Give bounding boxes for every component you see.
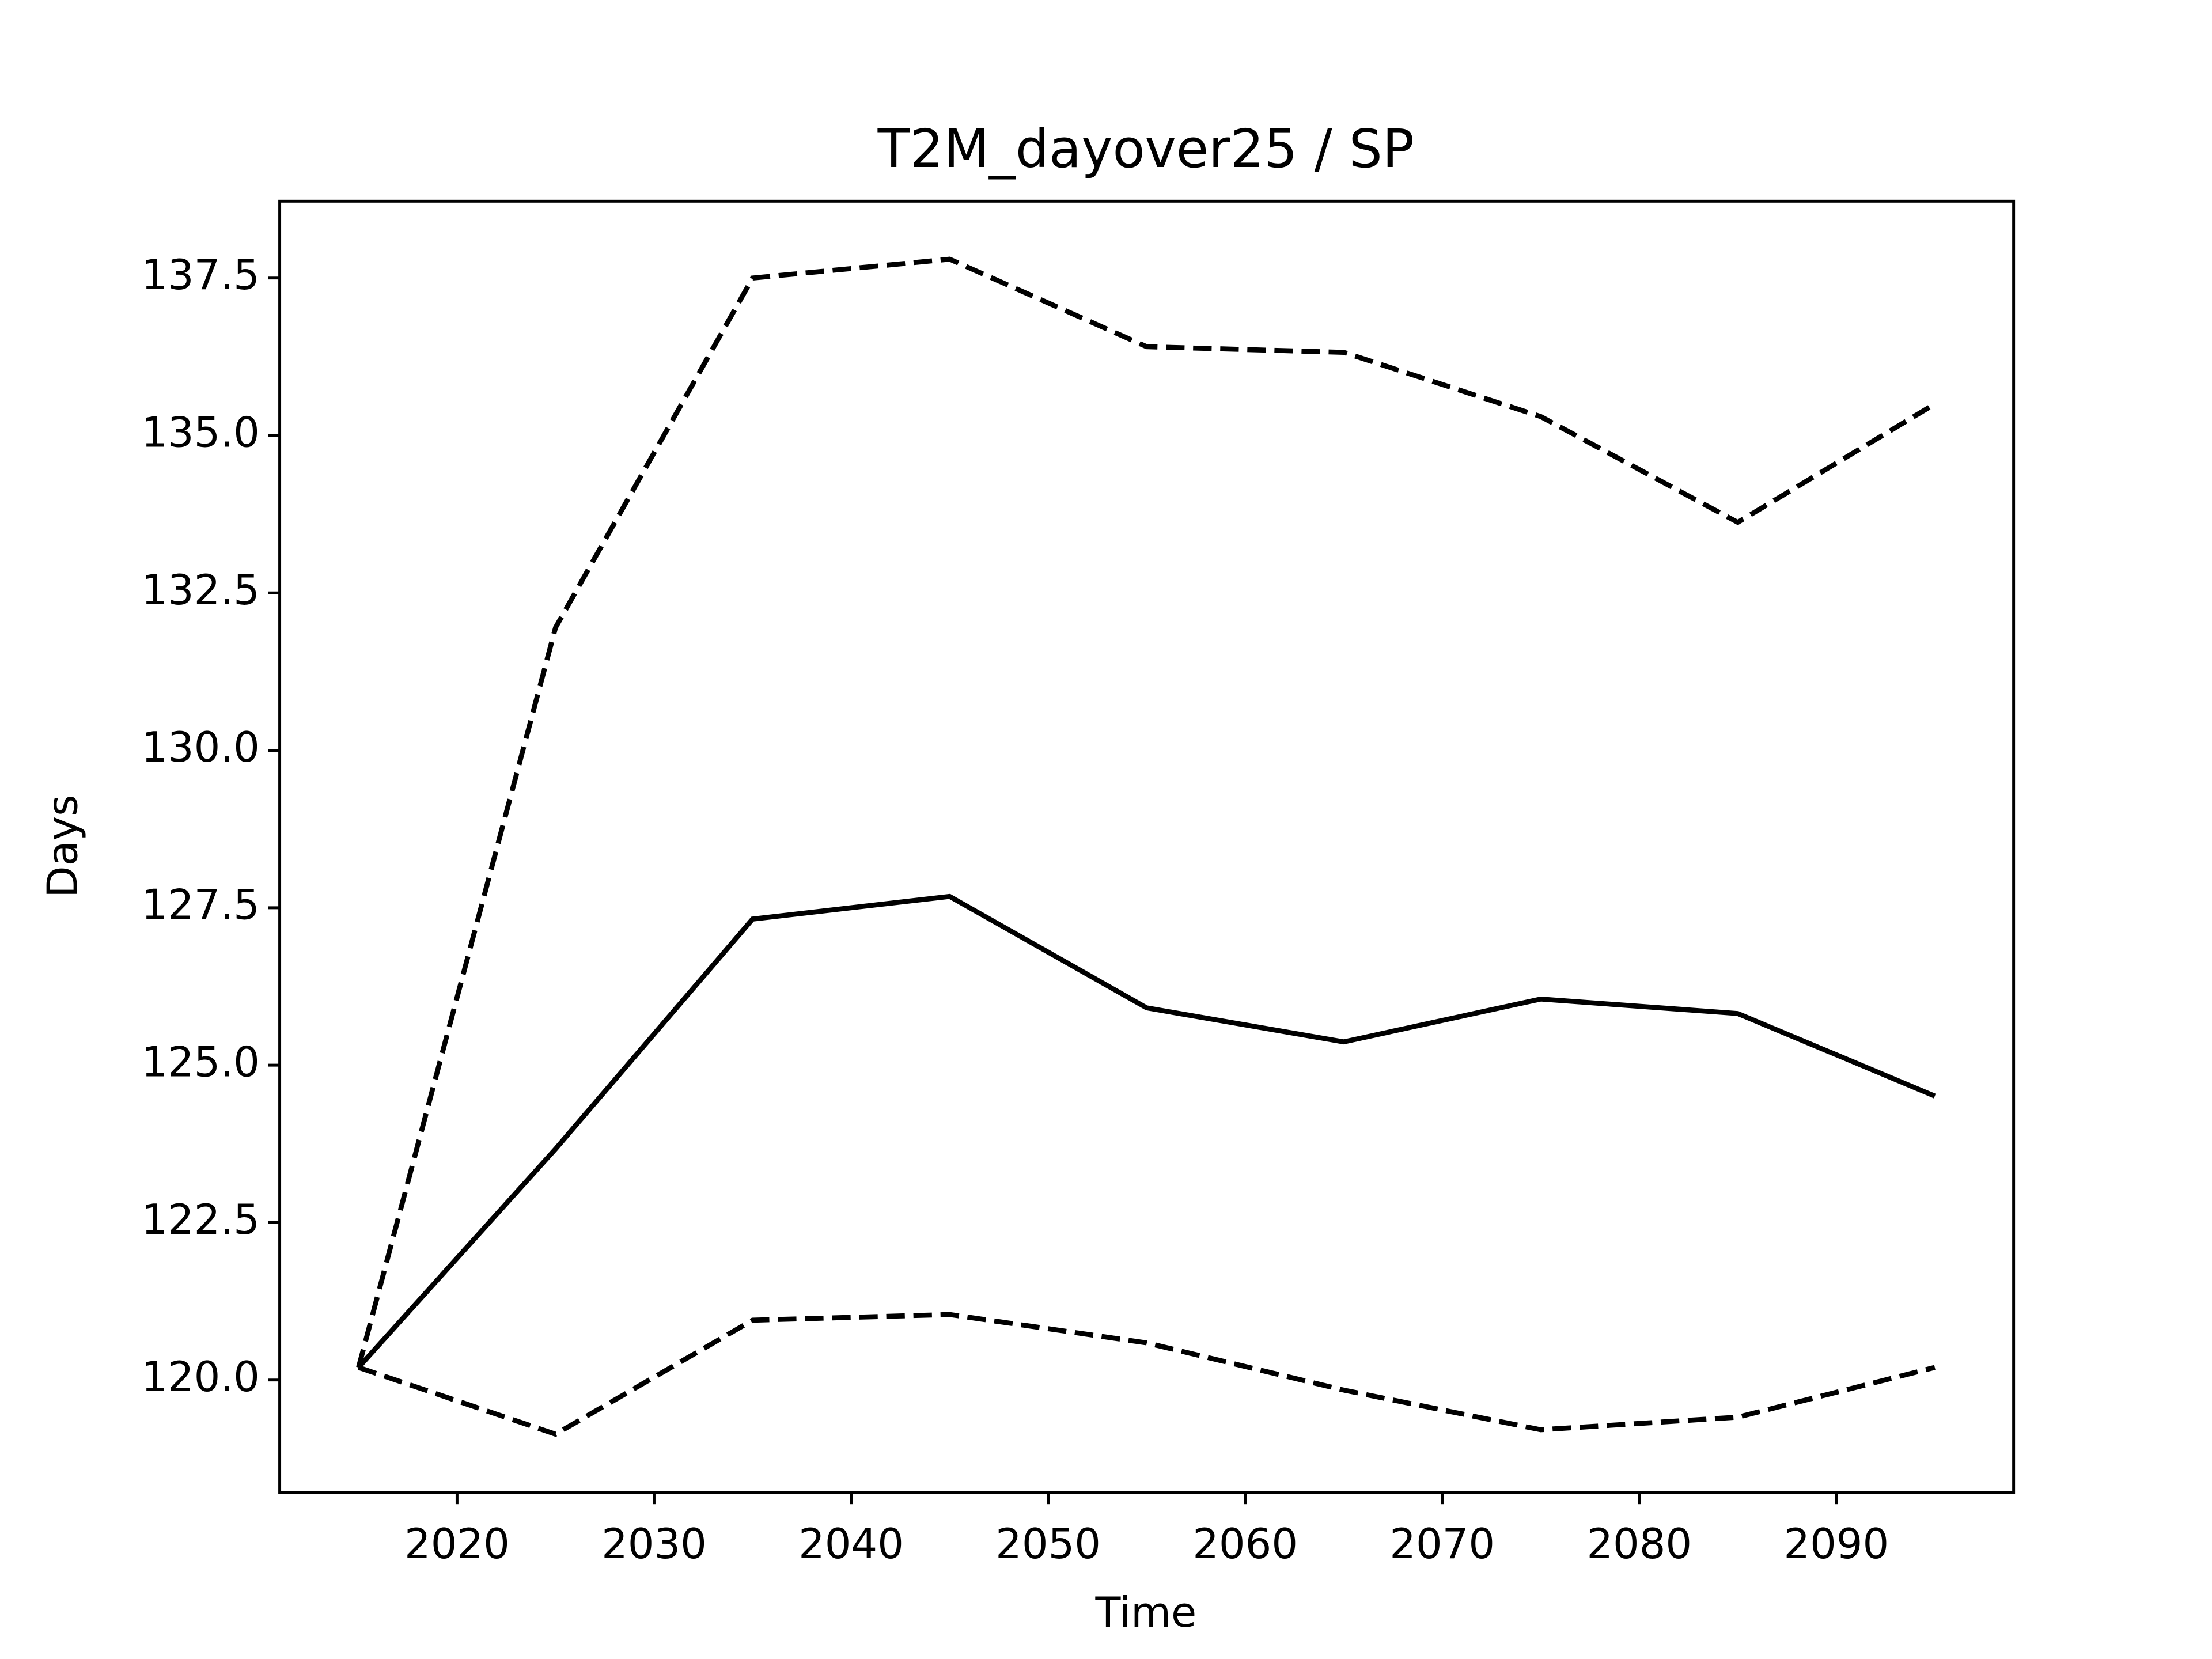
x-tick-label: 2070 (1389, 1520, 1495, 1568)
x-tick-label: 2090 (1783, 1520, 1889, 1568)
series-line (357, 893, 1936, 1369)
y-tick-label: 137.5 (141, 251, 260, 299)
x-tick-label: 2020 (404, 1520, 510, 1568)
y-axis-label: Days (38, 794, 86, 897)
y-tick-label: 132.5 (141, 566, 260, 614)
y-tick-label: 120.0 (141, 1353, 260, 1401)
x-tick-label: 2040 (798, 1520, 904, 1568)
chart-title: T2M_dayover25 / SP (877, 118, 1414, 180)
x-tick-label: 2080 (1586, 1520, 1692, 1568)
series-line (358, 1312, 1936, 1437)
x-tick-label: 2050 (995, 1520, 1101, 1568)
series-line (356, 256, 1937, 1368)
y-tick-label: 135.0 (141, 408, 260, 456)
x-tick-label: 2060 (1192, 1520, 1298, 1568)
y-tick-label: 130.0 (141, 723, 260, 771)
y-tick-label: 127.5 (141, 880, 260, 929)
y-tick-label: 122.5 (141, 1195, 260, 1244)
y-tick-label: 125.0 (141, 1038, 260, 1086)
x-axis-label: Time (1094, 1588, 1196, 1637)
x-tick-label: 2030 (601, 1520, 707, 1568)
plot-frame (278, 199, 2016, 1494)
